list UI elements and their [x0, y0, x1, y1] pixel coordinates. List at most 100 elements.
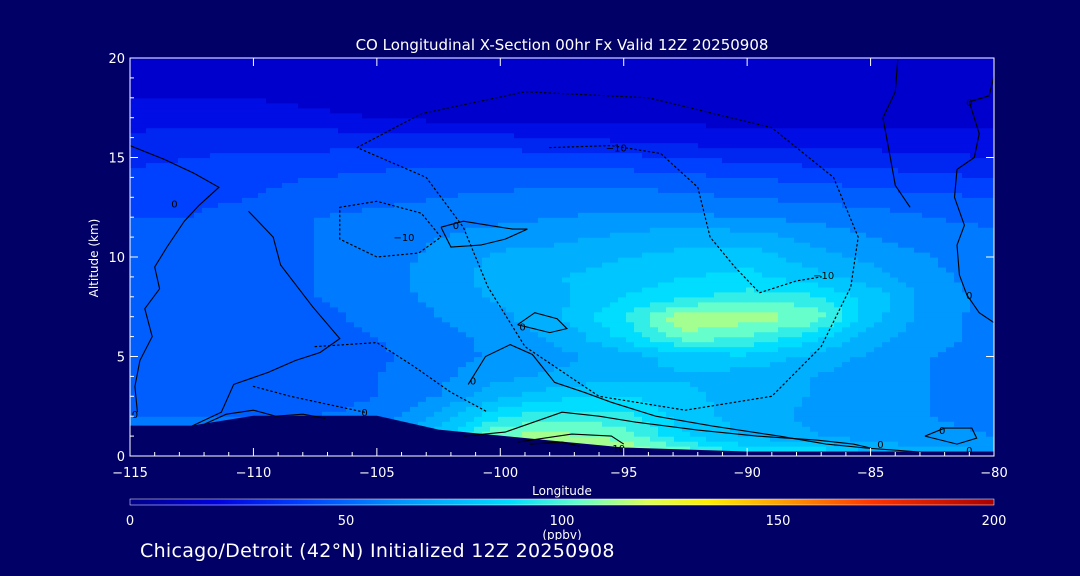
field-cell [770, 406, 779, 412]
field-cell [386, 341, 395, 348]
field-cell [898, 286, 907, 293]
field-cell [538, 247, 547, 253]
field-cell [434, 386, 443, 392]
field-cell [266, 411, 275, 417]
field-cell [594, 431, 603, 437]
field-cell [410, 291, 419, 298]
field-cell [554, 276, 563, 283]
field-cell [466, 306, 475, 313]
field-cell [162, 291, 171, 298]
field-cell [914, 441, 923, 447]
field-cell [538, 376, 547, 382]
field-cell [562, 227, 571, 233]
field-cell [706, 396, 715, 402]
field-cell [722, 371, 731, 377]
field-cell [466, 296, 475, 303]
field-cell [786, 396, 795, 402]
field-cell [378, 316, 387, 323]
field-cell [338, 252, 347, 258]
field-cell [210, 266, 219, 273]
field-cell [562, 356, 571, 363]
field-cell [442, 351, 451, 358]
field-cell [946, 396, 955, 402]
field-cell [186, 232, 195, 238]
field-cell [394, 346, 403, 353]
field-cell [674, 421, 683, 427]
field-cell [730, 296, 739, 303]
field-cell [426, 291, 435, 298]
field-cell [138, 396, 147, 402]
field-cell [626, 261, 635, 268]
field-cell [146, 291, 155, 298]
field-cell [194, 421, 203, 427]
field-cell [346, 271, 355, 278]
field-cell [770, 346, 779, 353]
field-cell [346, 326, 355, 333]
field-cell [154, 247, 163, 253]
field-cell [706, 281, 715, 288]
field-cell [602, 316, 611, 323]
field-cell [194, 351, 203, 358]
field-cell [874, 316, 883, 323]
field-cell [850, 331, 859, 338]
field-cell [850, 276, 859, 283]
field-cell [770, 232, 779, 238]
field-cell [986, 381, 994, 387]
field-cell [266, 276, 275, 283]
field-cell [794, 301, 803, 308]
field-cell [138, 311, 147, 318]
field-cell [242, 341, 251, 348]
field-cell [978, 366, 987, 373]
field-cell [754, 401, 763, 407]
field-cell [570, 247, 579, 253]
field-cell [298, 341, 307, 348]
field-cell [138, 331, 147, 338]
field-cell [690, 237, 699, 243]
field-cell [914, 371, 923, 377]
field-cell [834, 371, 843, 377]
field-cell [362, 286, 371, 293]
field-cell [906, 252, 915, 258]
field-cell [850, 346, 859, 353]
field-cell [298, 351, 307, 358]
field-cell [130, 371, 139, 377]
field-cell [906, 316, 915, 323]
field-cell [714, 257, 723, 263]
field-cell [418, 276, 427, 283]
field-cell [858, 306, 867, 313]
field-cell [890, 232, 899, 238]
field-cell [898, 301, 907, 308]
field-cell [466, 411, 475, 417]
field-cell [322, 306, 331, 313]
field-cell [954, 406, 963, 412]
field-cell [586, 321, 595, 328]
field-cell [258, 361, 267, 368]
field-cell [874, 361, 883, 368]
field-cell [722, 257, 731, 263]
field-cell [810, 406, 819, 412]
field-cell [386, 237, 395, 243]
field-cell [938, 252, 947, 258]
field-cell [194, 266, 203, 273]
field-cell [610, 257, 619, 263]
field-cell [642, 311, 651, 318]
field-cell [202, 386, 211, 392]
field-cell [618, 276, 627, 283]
field-cell [458, 356, 467, 363]
field-cell [242, 346, 251, 353]
field-cell [922, 361, 931, 368]
field-cell [794, 356, 803, 363]
field-cell [754, 271, 763, 278]
field-cell [250, 391, 259, 397]
field-cell [434, 401, 443, 407]
field-cell [378, 311, 387, 318]
field-cell [970, 261, 979, 268]
field-cell [986, 386, 994, 392]
field-cell [802, 426, 811, 432]
field-cell [450, 416, 459, 422]
field-cell [754, 411, 763, 417]
field-cell [850, 356, 859, 363]
field-cell [898, 311, 907, 318]
field-cell [618, 311, 627, 318]
field-cell [370, 386, 379, 392]
